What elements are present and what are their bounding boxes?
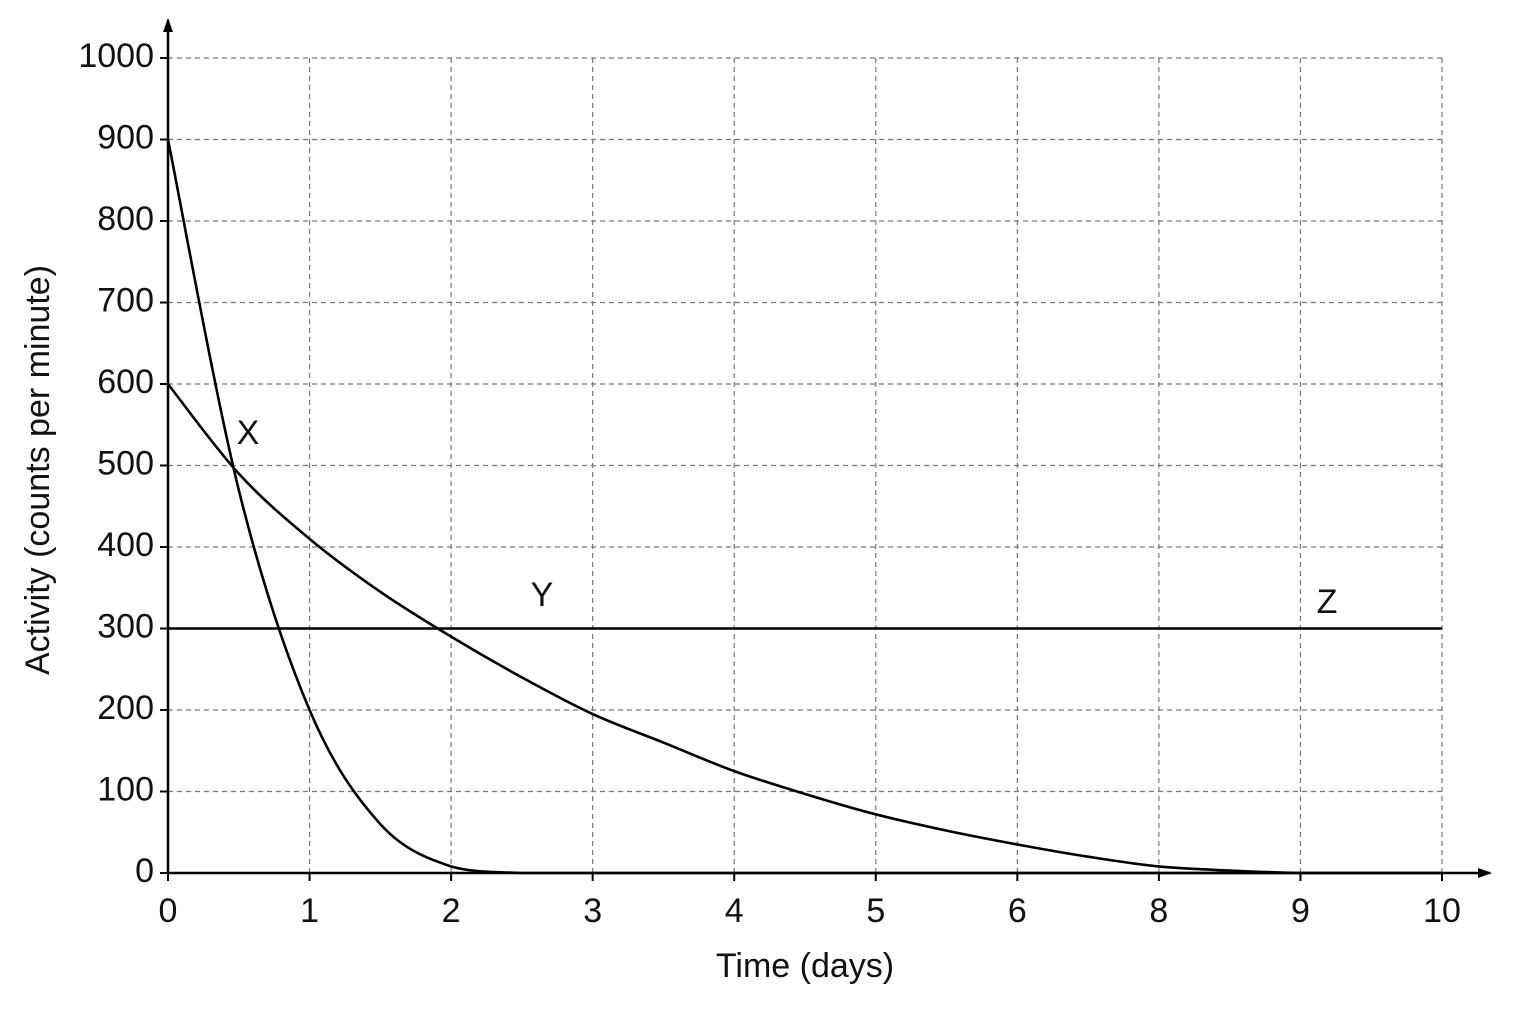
y-tick-label: 900 xyxy=(97,118,154,156)
x-tick-label: 3 xyxy=(583,892,602,930)
series-label: X xyxy=(237,414,260,452)
y-tick-label: 300 xyxy=(97,607,154,645)
y-tick-label: 800 xyxy=(97,200,154,238)
x-tick-label: 8 xyxy=(1149,892,1168,930)
y-tick-label: 700 xyxy=(97,281,154,319)
x-tick-label: 0 xyxy=(159,892,178,930)
y-tick-label: 200 xyxy=(97,689,154,727)
y-tick-label: 0 xyxy=(135,852,154,890)
line-series xyxy=(166,139,1442,875)
y-tick-label: 1000 xyxy=(78,37,154,75)
y-tick-label: 600 xyxy=(97,363,154,401)
x-tick-label: 5 xyxy=(866,892,885,930)
x-tick-label: 6 xyxy=(1008,892,1027,930)
line-series xyxy=(166,383,1442,875)
x-tick-label: 1 xyxy=(300,892,319,930)
x-tick-label: 10 xyxy=(1423,892,1461,930)
y-tick-label: 100 xyxy=(97,770,154,808)
y-tick-label: 500 xyxy=(97,444,154,482)
y-tick-label: 400 xyxy=(97,526,154,564)
x-tick-label: 2 xyxy=(442,892,461,930)
x-tick-label: 4 xyxy=(725,892,744,930)
x-tick-label: 9 xyxy=(1291,892,1310,930)
y-axis-label: Activity (counts per minute) xyxy=(19,265,57,675)
series-label: Z xyxy=(1317,583,1338,621)
series-label: Y xyxy=(531,576,554,614)
x-axis-label: Time (days) xyxy=(716,947,894,985)
